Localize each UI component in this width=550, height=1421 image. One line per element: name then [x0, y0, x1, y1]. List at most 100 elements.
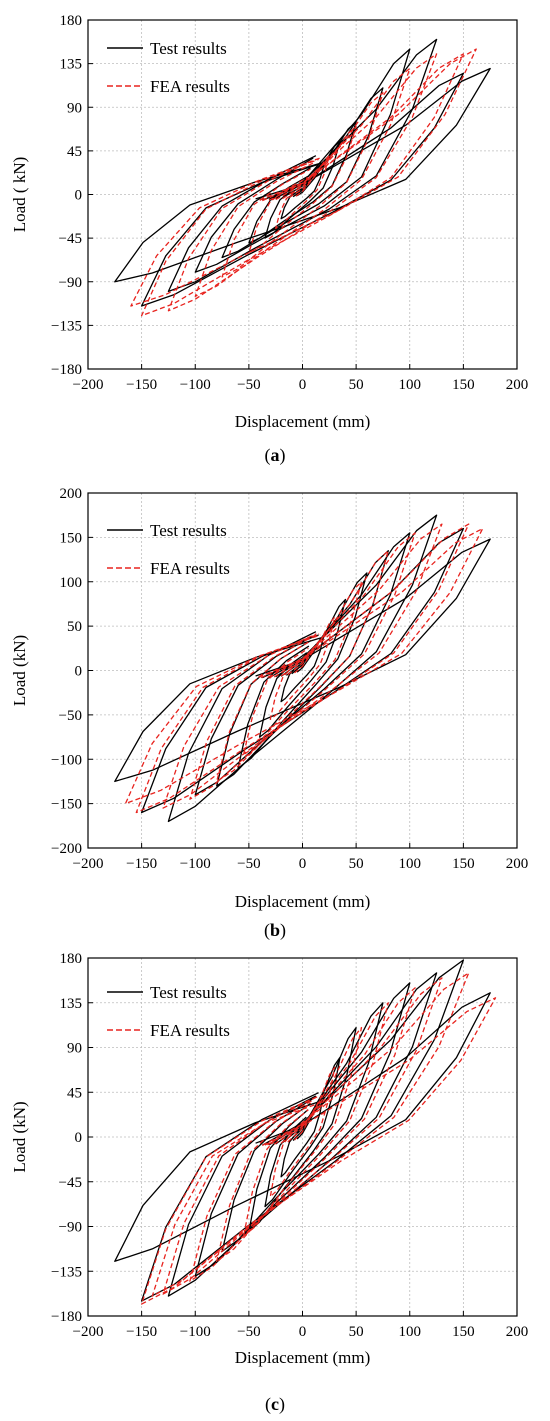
hysteresis-loop	[242, 1026, 363, 1238]
chart-panel-a: −200 −150 −100 −50 0 50 100 150 200 −180 −135 −90 −4…	[0, 0, 550, 470]
caption-open: (	[265, 445, 271, 466]
y-tick-label: 45	[67, 1085, 82, 1101]
x-tick-label: −200	[73, 1324, 104, 1340]
x-tick-label: 0	[299, 856, 307, 872]
y-axis-title: Load ( kN)	[10, 157, 29, 233]
caption-letter: c	[271, 1394, 279, 1414]
hysteresis-loop	[189, 987, 416, 1282]
hysteresis-chart-a: −200 −150 −100 −50 0 50 100 150 200 −180 −135 −90 −4…	[10, 13, 529, 466]
legend: Test results FEA results	[107, 521, 230, 578]
caption-close: )	[279, 1394, 285, 1415]
y-tick-label: 200	[60, 486, 83, 502]
hysteresis-loop	[221, 87, 384, 259]
x-tick-label: −50	[237, 1324, 260, 1340]
y-tick-label: 150	[60, 530, 83, 546]
legend-label-test: Test results	[150, 983, 227, 1002]
x-tick-label: −200	[73, 377, 104, 393]
y-tick-label: 135	[60, 57, 83, 73]
hysteresis-loop	[242, 581, 363, 756]
y-tick-label: −180	[51, 362, 82, 378]
x-tick-label: −150	[126, 856, 157, 872]
series-fea	[140, 972, 497, 1305]
grid-lines	[88, 493, 517, 848]
x-tick-label: 50	[349, 1324, 364, 1340]
caption-close: )	[280, 445, 286, 466]
x-tick-label: 150	[452, 1324, 475, 1340]
hysteresis-loop	[151, 997, 497, 1297]
x-tick-label: −150	[126, 377, 157, 393]
x-tick-label: 100	[399, 856, 422, 872]
y-tick-label: −45	[59, 1175, 82, 1191]
x-tick-label: 50	[349, 377, 364, 393]
x-tick-label: −150	[126, 1324, 157, 1340]
x-axis-title: Displacement (mm)	[235, 1348, 371, 1367]
y-axis-title: Load (kN)	[10, 635, 29, 706]
y-tick-label: −150	[51, 797, 82, 813]
x-tick-label: 200	[506, 1324, 529, 1340]
y-tick-label: 50	[67, 619, 82, 635]
panel-caption: (a)	[265, 445, 286, 466]
y-tick-label: 0	[75, 1130, 83, 1146]
hysteresis-loop	[162, 523, 443, 809]
x-tick-label: 150	[452, 377, 475, 393]
y-tick-label: 180	[60, 13, 83, 29]
y-tick-label: −135	[51, 318, 82, 334]
legend-label-fea: FEA results	[150, 1021, 230, 1040]
hysteresis-loop	[269, 1066, 336, 1198]
x-tick-label: 0	[299, 377, 307, 393]
y-axis-title: Load (kN)	[10, 1101, 29, 1172]
hysteresis-loop	[258, 598, 347, 738]
legend: Test results FEA results	[107, 39, 230, 96]
hysteresis-loop	[194, 67, 411, 297]
caption-close: )	[280, 920, 286, 941]
hysteresis-chart-b: −200 −150 −100 −50 0 50 100 150 200 −200 −150 −100 −…	[10, 486, 529, 941]
hysteresis-loop	[167, 53, 438, 312]
panel-caption: (c)	[265, 1394, 285, 1415]
legend: Test results FEA results	[107, 983, 230, 1040]
x-tick-label: 150	[452, 856, 475, 872]
hysteresis-loop	[140, 72, 465, 307]
hysteresis-loop	[140, 53, 465, 317]
x-tick-label: −100	[180, 1324, 211, 1340]
y-tick-label: 135	[60, 996, 83, 1012]
panel-caption: (b)	[264, 920, 286, 941]
hysteresis-loop	[275, 155, 330, 230]
hysteresis-loop	[216, 1002, 389, 1262]
hysteresis-loop	[114, 538, 491, 783]
x-tick-label: 200	[506, 377, 529, 393]
hysteresis-loop	[167, 514, 438, 823]
hysteresis-loop	[194, 982, 411, 1277]
y-tick-label: 90	[67, 1041, 82, 1057]
x-tick-label: −200	[73, 856, 104, 872]
y-tick-label: −90	[59, 275, 82, 291]
series-fea	[124, 523, 484, 814]
x-tick-label: 200	[506, 856, 529, 872]
y-tick-label: −50	[59, 708, 82, 724]
y-tick-label: −180	[51, 1309, 82, 1325]
hysteresis-loop	[194, 532, 411, 796]
y-tick-label: −90	[59, 1220, 82, 1236]
y-tick-label: 45	[67, 144, 82, 160]
chart-panel-b: −200 −150 −100 −50 0 50 100 150 200 −200 −150 −100 −…	[0, 470, 550, 941]
x-axis-title: Displacement (mm)	[235, 412, 371, 431]
chart-panel-c: −200 −150 −100 −50 0 50 100 150 200 −180 −135 −90 −4…	[0, 940, 550, 1421]
y-tick-label: 90	[67, 100, 82, 116]
hysteresis-loop	[167, 38, 438, 293]
x-tick-label: −100	[180, 377, 211, 393]
series-fea	[130, 48, 477, 317]
x-tick-label: 100	[399, 1324, 422, 1340]
hysteresis-loop	[248, 1026, 357, 1233]
hysteresis-loop	[130, 48, 477, 307]
x-tick-label: 50	[349, 856, 364, 872]
x-tick-label: −50	[237, 377, 260, 393]
hysteresis-loop	[140, 972, 470, 1305]
hysteresis-loop	[162, 977, 443, 1295]
hysteresis-loop	[124, 527, 484, 805]
legend-label-fea: FEA results	[150, 559, 230, 578]
x-tick-label: −100	[180, 856, 211, 872]
y-tick-label: −135	[51, 1264, 82, 1280]
hysteresis-loop	[221, 92, 384, 278]
grid-lines	[88, 958, 517, 1316]
hysteresis-loop	[221, 1002, 384, 1253]
y-tick-label: −200	[51, 841, 82, 857]
